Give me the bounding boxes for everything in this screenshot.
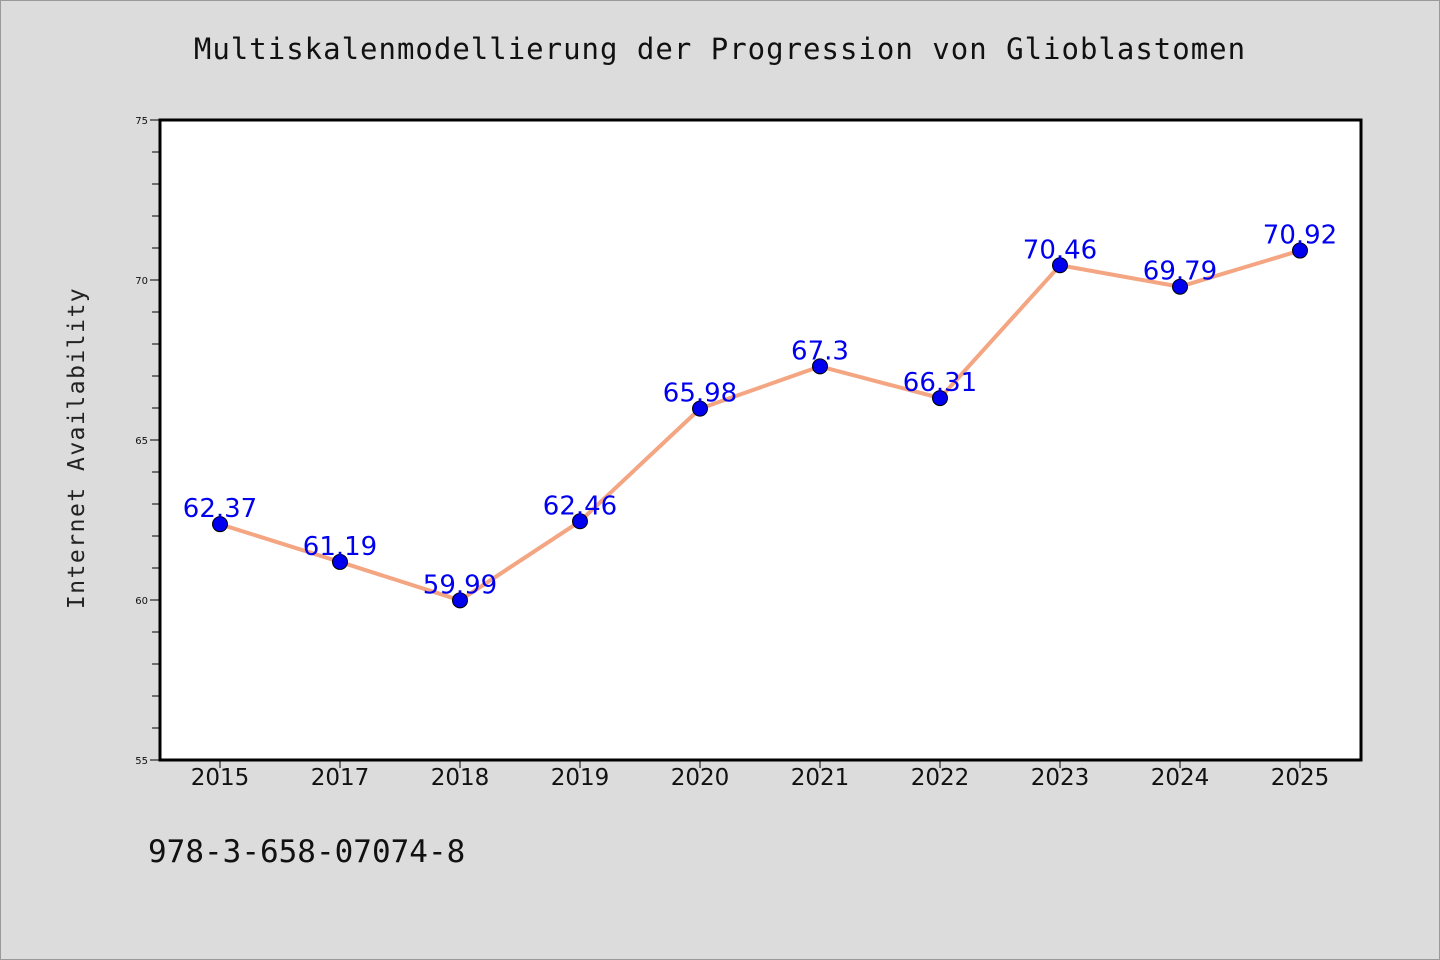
plot-border (158, 118, 1363, 762)
series-group: 62.37 61.19 59.99 62.46 65.98 67.3 66.31 70.46 6… (183, 221, 1337, 609)
data-point (452, 592, 468, 609)
data-point (212, 516, 228, 533)
data-label: 70.92 (1263, 221, 1337, 251)
x-tick-label: 2018 (431, 765, 490, 791)
x-tick-label: 2024 (1151, 765, 1210, 791)
x-tick-label: 2022 (911, 765, 970, 791)
data-point (1052, 257, 1068, 274)
y-tick-label: 60 (135, 596, 148, 607)
x-tick-label: 2021 (791, 765, 850, 791)
chart-title: Multiskalenmodellierung der Progression … (193, 32, 1247, 66)
x-tick-label: 2023 (1031, 765, 1090, 791)
x-tick-label: 2025 (1271, 765, 1330, 791)
y-tick-label: 55 (135, 756, 148, 767)
series-line (218, 248, 1302, 603)
data-label: 65.98 (663, 379, 737, 409)
x-tick-label: 2019 (551, 765, 610, 791)
data-label: 62.37 (183, 494, 257, 524)
x-tick-label: 2017 (311, 765, 370, 791)
data-label: 69.79 (1143, 257, 1217, 287)
data-point (572, 513, 588, 530)
data-point (1292, 242, 1308, 259)
y-tick-label: 75 (135, 116, 148, 127)
data-point (332, 553, 348, 570)
y-tick-label: 65 (135, 436, 148, 447)
data-label: 70.46 (1023, 235, 1097, 265)
x-tick-label: 2015 (191, 765, 250, 791)
y-tick-label: 70 (135, 276, 148, 287)
data-point (812, 358, 828, 375)
x-axis-ticks: 2015 2017 2018 2019 2020 2021 2022 2023 2024 2025 (191, 760, 1330, 791)
data-label: 61.19 (303, 532, 377, 562)
plot-area (160, 120, 1361, 760)
y-axis-ticks: 55 60 65 70 75 (135, 116, 160, 767)
y-axis-label: Internet Availability (64, 287, 90, 609)
data-point (692, 400, 708, 417)
data-label: 66.31 (903, 368, 977, 398)
data-point (932, 390, 948, 407)
data-label: 59.99 (423, 570, 497, 600)
isbn-text: 978-3-658-07074-8 (148, 834, 466, 870)
data-label: 62.46 (543, 491, 617, 521)
x-tick-label: 2020 (671, 765, 730, 791)
data-label: 67.3 (791, 336, 849, 366)
data-point (1172, 278, 1188, 295)
